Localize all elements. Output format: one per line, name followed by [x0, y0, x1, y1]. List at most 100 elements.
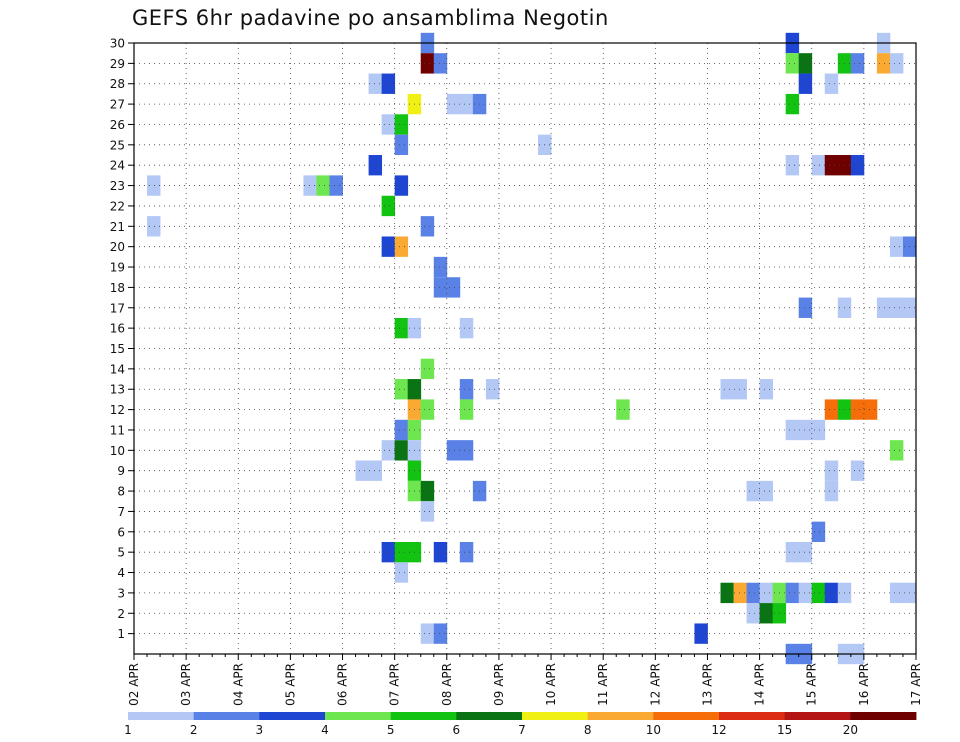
colorbar-label: 12	[711, 723, 726, 737]
data-cell	[759, 582, 774, 604]
colorbar-label: 1	[124, 723, 132, 737]
data-cell	[394, 562, 409, 583]
colorbar-swatch	[259, 712, 326, 720]
data-cell	[785, 155, 800, 176]
y-tick-label: 15	[110, 342, 125, 356]
data-cell	[785, 93, 800, 115]
colorbar-label: 2	[190, 723, 198, 737]
colorbar-swatch	[784, 712, 851, 720]
data-cell	[759, 379, 774, 400]
data-cell	[433, 256, 448, 278]
data-cell	[863, 399, 878, 420]
colorbar-swatch	[128, 712, 195, 720]
data-cell	[381, 114, 396, 135]
data-cell	[316, 175, 330, 196]
data-cell	[394, 236, 409, 257]
data-cell	[420, 501, 435, 522]
colorbar-label: 15	[777, 723, 792, 737]
data-cell	[394, 134, 409, 156]
data-cell	[394, 317, 409, 339]
data-cell	[850, 460, 865, 481]
colorbar-swatch	[653, 712, 720, 720]
data-cell	[694, 623, 708, 644]
data-cell	[381, 541, 396, 563]
data-cell	[420, 480, 435, 502]
y-tick-label: 7	[117, 505, 125, 519]
data-cell	[459, 93, 474, 115]
data-cell	[394, 541, 409, 563]
colorbar-swatch	[325, 712, 392, 720]
data-cell	[368, 73, 383, 94]
y-tick-label: 22	[110, 199, 125, 213]
data-cell	[785, 541, 800, 563]
data-cell	[759, 603, 774, 624]
colorbar-swatch	[193, 712, 260, 720]
colorbar-label: 4	[321, 723, 329, 737]
data-cell	[394, 419, 409, 441]
data-cell	[433, 277, 448, 298]
data-cell	[798, 73, 813, 94]
x-tick-label: 06 APR	[336, 663, 350, 706]
y-tick-label: 30	[110, 37, 125, 51]
colorbar-swatch	[390, 712, 457, 720]
y-tick-label: 24	[110, 159, 125, 173]
colorbar-swatch	[850, 712, 917, 720]
colorbar-swatch	[587, 712, 654, 720]
data-cell	[811, 582, 826, 604]
y-tick-label: 16	[110, 322, 125, 336]
data-cell	[785, 419, 800, 441]
data-cell	[876, 53, 891, 74]
data-cell	[446, 440, 461, 461]
data-cell	[459, 541, 474, 563]
data-cell	[824, 480, 839, 502]
data-cell	[420, 358, 435, 380]
data-cell	[811, 419, 826, 441]
data-cell	[798, 419, 813, 441]
y-tick-label: 23	[110, 179, 125, 193]
data-cell	[303, 175, 317, 196]
data-cell	[824, 73, 839, 94]
y-tick-label: 10	[110, 444, 125, 458]
data-cell	[381, 195, 396, 217]
x-tick-label: 11 APR	[596, 663, 610, 706]
data-cell	[824, 582, 839, 604]
data-cell	[746, 480, 760, 502]
y-tick-label: 29	[110, 57, 125, 71]
y-tick-label: 27	[110, 98, 125, 112]
data-cell	[733, 379, 747, 400]
x-tick-label: 04 APR	[231, 663, 245, 706]
y-tick-label: 28	[110, 77, 125, 91]
colorbar-label: 8	[584, 723, 592, 737]
data-cell	[329, 175, 343, 196]
data-cell	[746, 582, 760, 604]
y-tick-label: 14	[110, 362, 125, 376]
y-tick-label: 11	[110, 423, 125, 437]
x-tick-label: 07 APR	[388, 663, 402, 706]
data-cell	[459, 317, 474, 339]
data-cell	[368, 460, 383, 481]
colorbar-label: 5	[387, 723, 395, 737]
data-cell	[147, 175, 161, 196]
data-cell	[420, 623, 435, 644]
y-tick-label: 18	[110, 281, 125, 295]
data-cell	[850, 155, 865, 176]
data-cell	[733, 582, 747, 604]
y-tick-label: 17	[110, 301, 125, 315]
data-cell	[811, 521, 826, 542]
y-tick-label: 2	[117, 607, 125, 621]
data-cell	[394, 175, 409, 196]
data-cell	[446, 277, 461, 298]
colorbar-label: 3	[256, 723, 264, 737]
data-cell	[381, 440, 396, 461]
data-cell	[798, 297, 813, 318]
x-tick-label: 10 APR	[544, 663, 558, 706]
data-cell	[433, 53, 448, 74]
data-cell	[889, 53, 904, 74]
y-tick-label: 6	[117, 525, 125, 539]
data-cell	[394, 379, 409, 400]
data-cell	[381, 73, 396, 94]
y-tick-label: 9	[117, 464, 125, 478]
data-cell	[824, 155, 839, 176]
data-cell	[459, 379, 474, 400]
